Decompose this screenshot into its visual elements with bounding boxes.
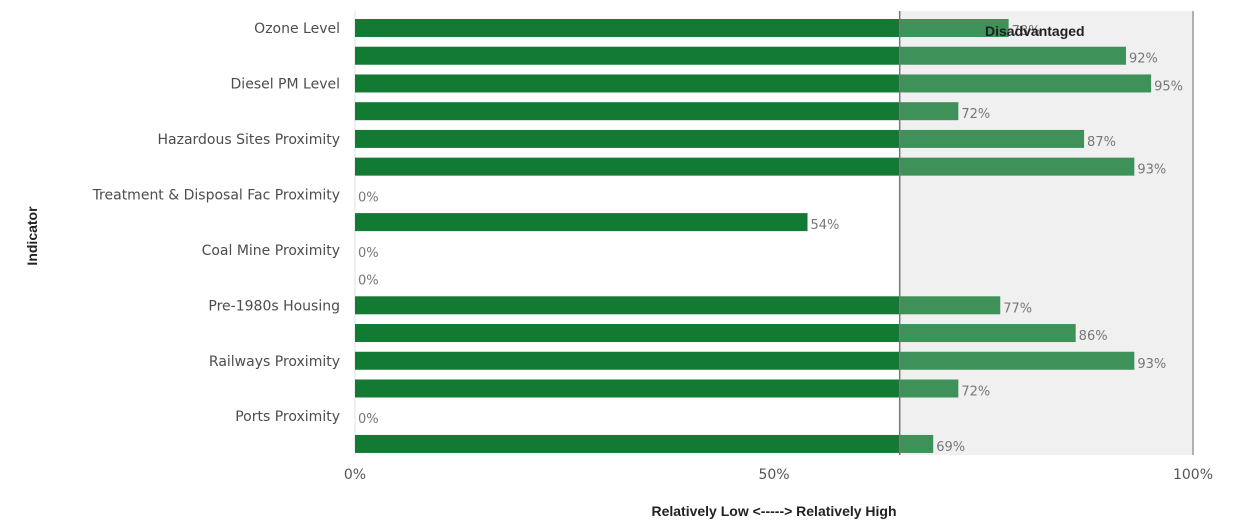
bar: [355, 129, 900, 148]
x-axis-title: Relatively Low <-----> Relatively High: [651, 503, 896, 519]
bar: [355, 296, 900, 315]
bar: [355, 379, 900, 398]
data-label: 69%: [936, 440, 965, 455]
data-label: 0%: [358, 412, 379, 427]
bar-segment-above-threshold: [899, 74, 1152, 93]
bar: [355, 74, 900, 93]
bar-segment-above-threshold: [899, 157, 1135, 176]
bar-segment-above-threshold: [899, 379, 959, 398]
bar: [355, 434, 900, 453]
data-label: 0%: [358, 246, 379, 261]
bar: [355, 19, 900, 37]
bar-segment-above-threshold: [899, 19, 1009, 37]
bar: [355, 351, 900, 370]
category-label: Coal Mine Proximity: [202, 243, 340, 259]
category-label: Ozone Level: [254, 21, 340, 37]
data-label: 92%: [1129, 52, 1158, 67]
y-axis-title: Indicator: [24, 206, 40, 266]
data-label: 72%: [961, 384, 990, 399]
category-label: Railways Proximity: [209, 354, 340, 370]
bar-segment-above-threshold: [899, 46, 1126, 65]
bar: [355, 157, 900, 176]
bar-segment-above-threshold: [899, 351, 1135, 370]
category-label: Treatment & Disposal Fac Proximity: [92, 187, 340, 203]
data-label: 0%: [358, 190, 379, 205]
data-label: 95%: [1154, 79, 1183, 94]
bar: [355, 46, 900, 65]
data-label: 72%: [961, 107, 990, 122]
category-label: Pre-1980s Housing: [208, 298, 340, 314]
data-label: 54%: [811, 218, 840, 233]
bar: [355, 324, 900, 343]
bar-segment-above-threshold: [899, 434, 934, 453]
data-label: 87%: [1087, 135, 1116, 150]
data-label: 86%: [1079, 329, 1108, 344]
x-tick-label: 100%: [1173, 467, 1213, 483]
data-label: 77%: [1003, 301, 1032, 316]
category-label: Hazardous Sites Proximity: [158, 132, 341, 148]
data-label: 93%: [1137, 163, 1166, 178]
bar-segment-above-threshold: [899, 102, 959, 121]
data-label: 93%: [1137, 357, 1166, 372]
data-label: 0%: [358, 274, 379, 289]
x-tick-label: 50%: [758, 467, 789, 483]
bar: [355, 102, 900, 121]
bar-segment-above-threshold: [899, 129, 1085, 148]
category-label: Ports Proximity: [235, 409, 340, 425]
x-tick-label: 0%: [344, 467, 366, 483]
data-label: 78%: [1012, 24, 1041, 39]
disadvantaged-label: Disadvantaged: [985, 23, 1085, 39]
bar: [355, 213, 808, 232]
bar-segment-above-threshold: [899, 324, 1076, 343]
bar-segment-above-threshold: [899, 296, 1001, 315]
category-label: Diesel PM Level: [231, 76, 340, 92]
